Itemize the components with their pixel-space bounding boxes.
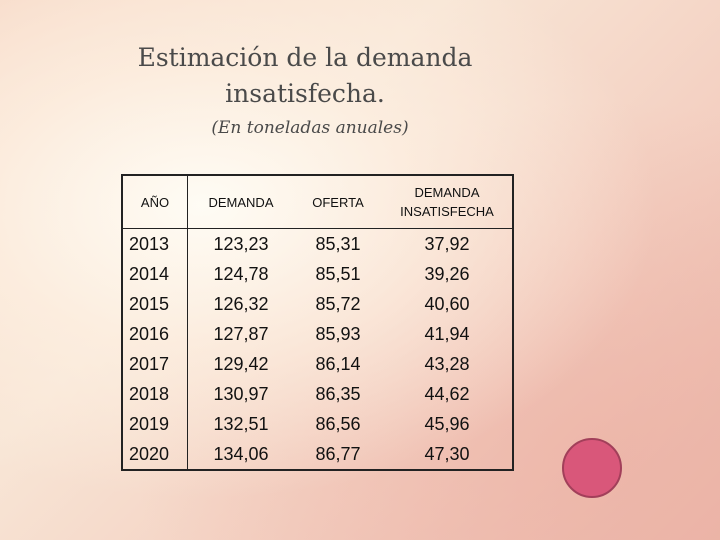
header-supply: OFERTA xyxy=(294,175,382,229)
cell-unmet-demand: 43,28 xyxy=(424,353,470,374)
header-demand: DEMANDA xyxy=(187,175,294,229)
cell-unmet-demand: 44,62 xyxy=(424,383,470,404)
table-row: 2016 127,87 85,93 41,94 xyxy=(122,319,513,349)
cell-unmet-demand: 39,26 xyxy=(424,263,470,284)
header-unmet-demand: DEMANDA INSATISFECHA xyxy=(382,175,513,229)
cell-unmet-demand: 47,30 xyxy=(424,443,470,464)
cell-supply: 86,56 xyxy=(315,413,361,434)
header-unmet-demand-line2: INSATISFECHA xyxy=(400,204,494,219)
cell-demand: 123,23 xyxy=(213,233,269,254)
cell-unmet-demand: 40,60 xyxy=(424,293,470,314)
cell-demand: 132,51 xyxy=(213,413,269,434)
cell-year: 2017 xyxy=(122,349,188,379)
cell-supply: 85,51 xyxy=(315,263,361,284)
table-row: 2013 123,23 85,31 37,92 xyxy=(122,228,513,259)
table-row: 2020 134,06 86,77 47,30 xyxy=(122,439,513,470)
page-title: Estimación de la demanda insatisfecha. xyxy=(90,40,520,112)
cell-unmet-demand: 45,96 xyxy=(424,413,470,434)
demand-table: AÑO DEMANDA OFERTA DEMANDA INSATISFECHA … xyxy=(121,174,514,471)
cell-demand: 130,97 xyxy=(213,383,269,404)
table-row: 2015 126,32 85,72 40,60 xyxy=(122,289,513,319)
cell-year: 2018 xyxy=(122,379,188,409)
header-unmet-demand-line1: DEMANDA xyxy=(414,185,480,200)
cell-demand: 127,87 xyxy=(213,323,269,344)
table-row: 2014 124,78 85,51 39,26 xyxy=(122,259,513,289)
cell-demand: 126,32 xyxy=(213,293,269,314)
decorative-circle xyxy=(562,438,622,498)
cell-demand: 129,42 xyxy=(213,353,269,374)
page-subtitle: (En toneladas anuales) xyxy=(211,118,409,138)
header-year: AÑO xyxy=(122,175,188,229)
cell-supply: 86,14 xyxy=(315,353,361,374)
cell-unmet-demand: 41,94 xyxy=(424,323,470,344)
title-line-1: Estimación de la demanda xyxy=(137,43,473,72)
cell-supply: 85,31 xyxy=(315,233,361,254)
cell-supply: 86,77 xyxy=(315,443,361,464)
title-line-2: insatisfecha. xyxy=(225,79,385,108)
cell-demand: 124,78 xyxy=(213,263,269,284)
table-row: 2019 132,51 86,56 45,96 xyxy=(122,409,513,439)
table-row: 2017 129,42 86,14 43,28 xyxy=(122,349,513,379)
table-header-row: AÑO DEMANDA OFERTA DEMANDA INSATISFECHA xyxy=(122,175,513,229)
cell-year: 2013 xyxy=(122,228,188,259)
cell-supply: 85,93 xyxy=(315,323,361,344)
cell-year: 2020 xyxy=(122,439,188,470)
cell-year: 2014 xyxy=(122,259,188,289)
cell-year: 2015 xyxy=(122,289,188,319)
cell-year: 2019 xyxy=(122,409,188,439)
cell-supply: 86,35 xyxy=(315,383,361,404)
table-row: 2018 130,97 86,35 44,62 xyxy=(122,379,513,409)
cell-unmet-demand: 37,92 xyxy=(424,233,470,254)
cell-supply: 85,72 xyxy=(315,293,361,314)
cell-year: 2016 xyxy=(122,319,188,349)
cell-demand: 134,06 xyxy=(213,443,269,464)
